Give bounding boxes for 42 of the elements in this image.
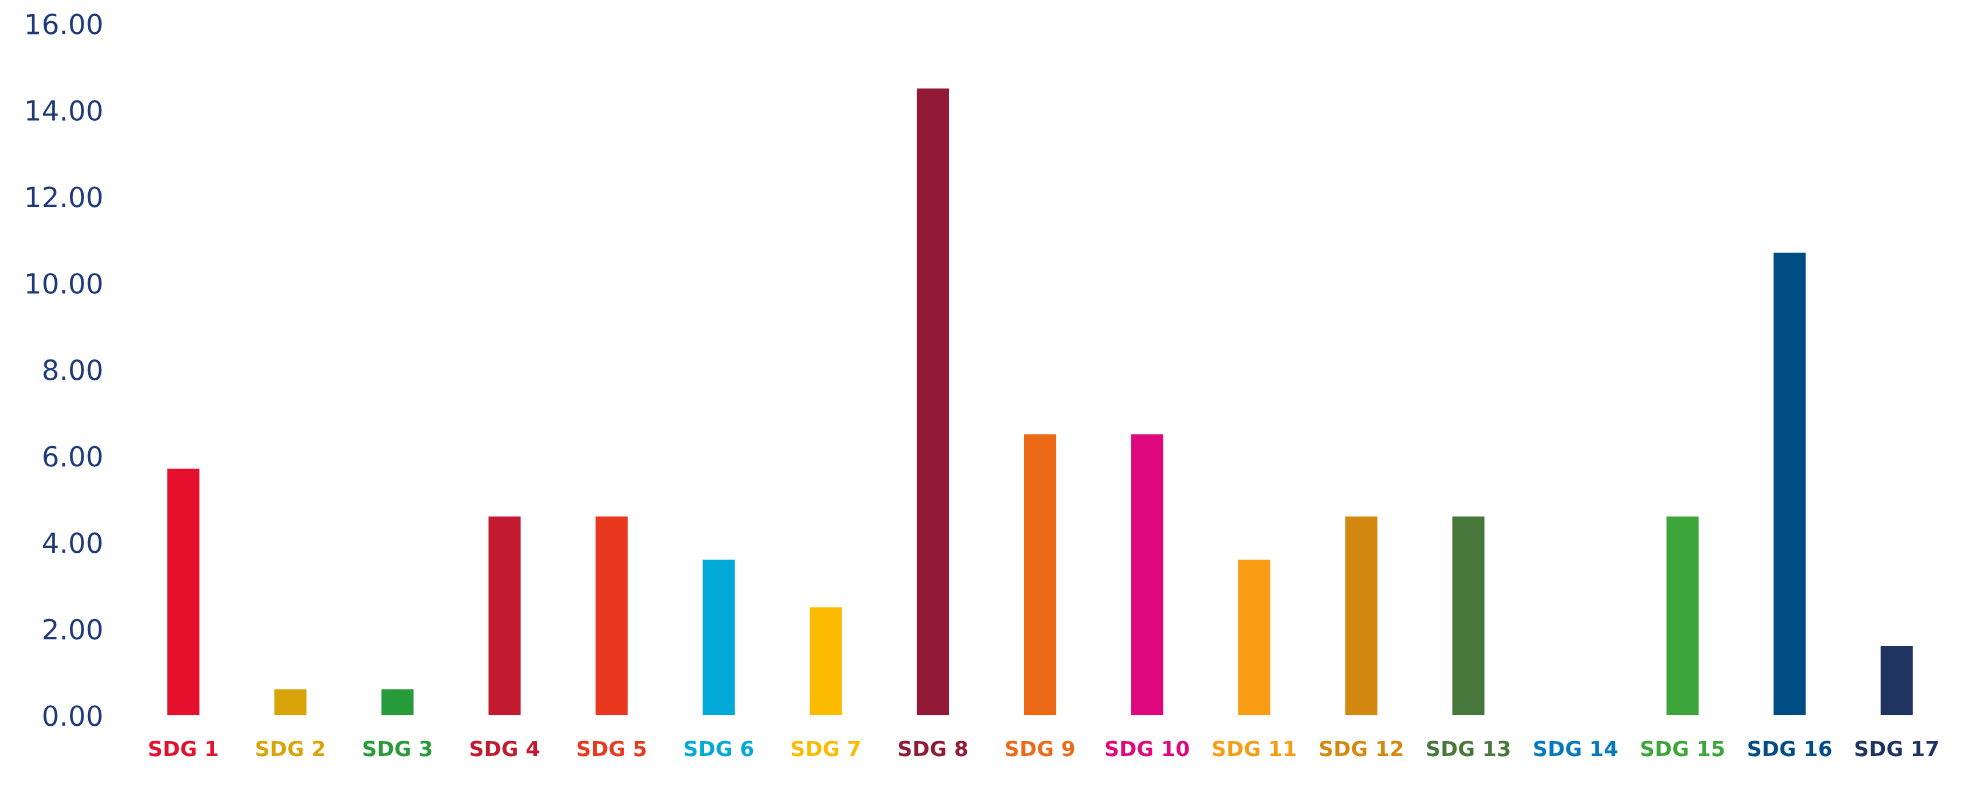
x-tick-label: SDG 14: [1534, 740, 1618, 757]
bar: [1880, 646, 1913, 716]
x-tick-label: SDG 2: [256, 740, 325, 757]
y-tick-label: 12.00: [27, 186, 102, 208]
bar: [809, 607, 842, 716]
x-tick-label: SDG 12: [1319, 740, 1403, 757]
x-tick-label: SDG 7: [791, 740, 860, 757]
x-tick-label: SDG 9: [1005, 740, 1075, 757]
bar: [1666, 516, 1699, 716]
bar: [1452, 516, 1485, 716]
x-tick-label: SDG 17: [1855, 740, 1938, 757]
y-tick-label: 4.00: [43, 532, 102, 554]
bar: [1238, 559, 1271, 716]
y-tick-label: 8.00: [43, 359, 102, 381]
bar: [488, 516, 521, 716]
bar: [381, 689, 414, 716]
bar: [1345, 516, 1378, 716]
x-tick-label: SDG 11: [1212, 740, 1296, 757]
x-tick-label: SDG 3: [363, 740, 432, 757]
x-tick-label: SDG 8: [898, 740, 968, 757]
bar: [595, 516, 628, 716]
bar: [702, 559, 735, 716]
y-tick-label: 0.00: [43, 705, 102, 727]
x-tick-label: SDG 10: [1105, 740, 1189, 757]
y-tick-label: 2.00: [43, 618, 102, 640]
x-tick-label: SDG 1: [149, 740, 218, 757]
y-tick-label: 6.00: [43, 445, 102, 467]
x-tick-label: SDG 15: [1641, 740, 1724, 757]
bar: [916, 88, 950, 716]
y-tick-label: 14.00: [27, 99, 102, 121]
x-tick-label: SDG 4: [470, 740, 540, 757]
bar: [1773, 252, 1806, 716]
bar: [1023, 434, 1057, 716]
bar: [274, 689, 307, 716]
bar: [167, 468, 200, 716]
y-tick-label: 16.00: [27, 13, 102, 35]
y-tick-label: 10.00: [27, 272, 102, 294]
x-tick-label: SDG 6: [684, 740, 754, 757]
x-tick-label: SDG 5: [577, 740, 646, 757]
x-tick-label: SDG 16: [1748, 740, 1832, 757]
bar: [1131, 434, 1164, 716]
x-tick-label: SDG 13: [1427, 740, 1510, 757]
